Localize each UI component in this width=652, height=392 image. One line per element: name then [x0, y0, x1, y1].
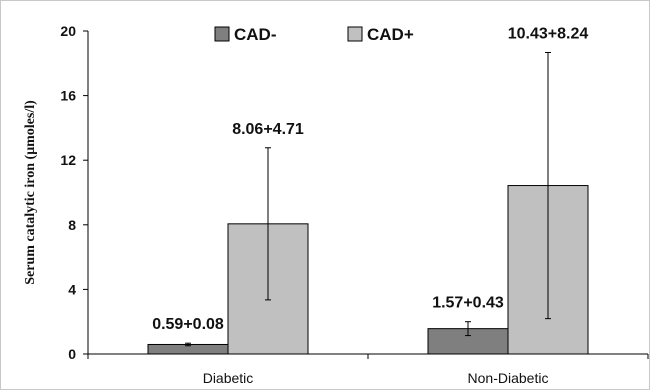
x-category-label: Non-Diabetic — [468, 370, 549, 386]
data-label: 8.06+4.71 — [232, 121, 304, 138]
data-label: 0.59+0.08 — [152, 316, 224, 333]
y-tick-label: 16 — [60, 88, 76, 104]
y-tick-label: 8 — [68, 217, 76, 233]
y-axis-title: Serum catalytic iron (μmoles/l) — [23, 100, 38, 285]
x-category-label: Diabetic — [203, 370, 254, 386]
legend-swatch — [214, 26, 230, 42]
y-tick-label: 20 — [60, 23, 76, 39]
legend-swatch — [347, 26, 363, 42]
y-tick-label: 0 — [68, 346, 76, 362]
data-label: 1.57+0.43 — [432, 295, 504, 312]
data-label: 10.43+8.24 — [508, 25, 589, 42]
y-tick-label: 12 — [60, 152, 76, 168]
legend-label: CAD- — [234, 25, 277, 44]
y-tick-label: 4 — [68, 281, 76, 297]
legend-label: CAD+ — [367, 25, 414, 44]
